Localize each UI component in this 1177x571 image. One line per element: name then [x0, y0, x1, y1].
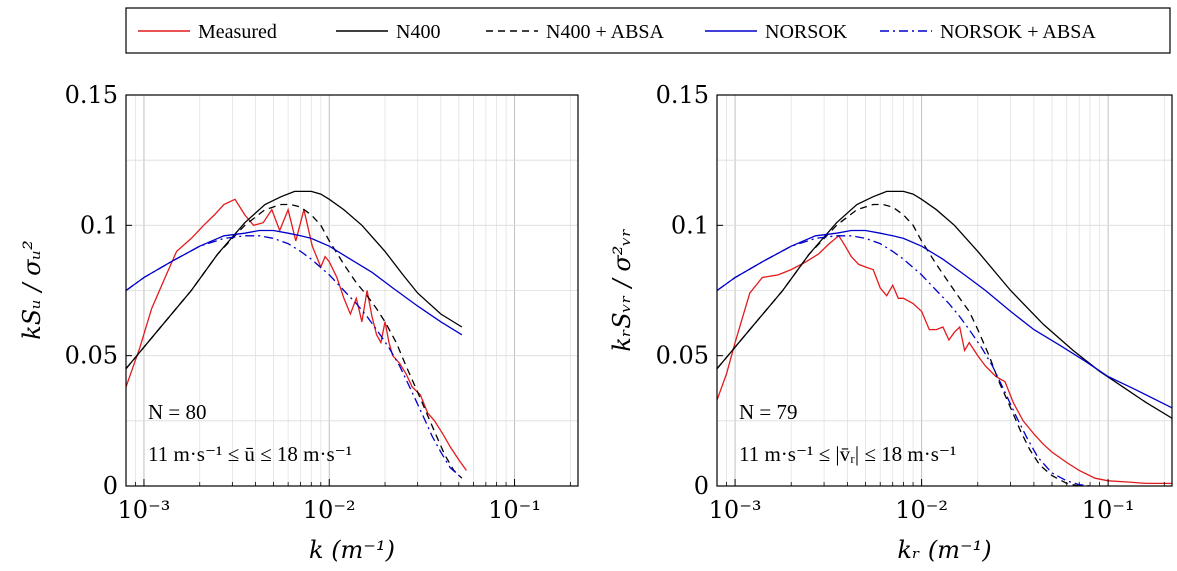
annotation-count: N = 79 [739, 400, 798, 424]
x-tick-label: 10⁻¹ [488, 496, 541, 524]
x-tick-label: 10⁻³ [118, 496, 171, 524]
series-line-norsok [717, 229, 1172, 409]
legend-label-2: N400 + ABSA [546, 21, 665, 43]
axes-frame [125, 94, 579, 487]
y-tick-label: 0.05 [65, 342, 118, 370]
series-line-norsok [126, 229, 463, 336]
x-axis-label: k (m⁻¹) [309, 536, 395, 564]
legend-label-0: Measured [198, 21, 277, 43]
y-tick-label: 0 [103, 472, 118, 500]
y-tick-label: 0.1 [671, 211, 709, 239]
series-line-measured [126, 198, 467, 471]
chart-panel-k: 0 0.05 0.1 0.15 10⁻³ 10⁻² 10⁻¹ k (m⁻¹) kSᵤ / σᵤ²… [18, 81, 579, 564]
chart-panel-kr: 0 0.05 0.1 0.15 10⁻³ 10⁻² 10⁻¹ kᵣ (m⁻¹) kᵣSᵥᵣ / … [608, 81, 1173, 564]
y-axis-label: kᵣSᵥᵣ / σ²ᵥᵣ [608, 228, 636, 351]
series-line-n400 [717, 190, 1172, 419]
axes-frame [716, 94, 1173, 487]
y-tick-label: 0.15 [656, 81, 709, 109]
grid [125, 95, 578, 486]
legend-label-3: NORSOK [765, 21, 848, 43]
series-line-n400-absa [126, 203, 463, 479]
x-tick-label: 10⁻² [303, 496, 356, 524]
series-line-n400 [126, 190, 463, 370]
series-line-measured [717, 234, 1172, 485]
annotation-range: 11 m·s⁻¹ ≤ |v̄ᵣ| ≤ 18 m·s⁻¹ [739, 442, 956, 466]
x-tick-label: 10⁻² [895, 496, 948, 524]
annotation-range: 11 m·s⁻¹ ≤ ū ≤ 18 m·s⁻¹ [148, 442, 352, 466]
y-tick-label: 0.05 [656, 342, 709, 370]
grid [716, 95, 1172, 486]
y-tick-label: 0.15 [65, 81, 118, 109]
y-tick-label: 0 [694, 472, 709, 500]
y-axis-label: kSᵤ / σᵤ² [18, 240, 46, 339]
legend-box [125, 7, 1171, 54]
legend: Measured N400 N400 + ABSA NORSOK NORSOK + AB… [125, 7, 1171, 54]
series-line-norsok-absa [126, 235, 463, 479]
x-tick-label: 10⁻³ [709, 496, 762, 524]
annotation-count: N = 80 [148, 400, 207, 424]
x-axis-label: kᵣ (m⁻¹) [897, 536, 991, 564]
series-line-norsok-absa [717, 235, 1091, 486]
x-tick-label: 10⁻¹ [1082, 496, 1135, 524]
legend-label-4: NORSOK + ABSA [940, 21, 1096, 43]
y-tick-label: 0.1 [80, 211, 118, 239]
legend-label-1: N400 [396, 21, 440, 43]
